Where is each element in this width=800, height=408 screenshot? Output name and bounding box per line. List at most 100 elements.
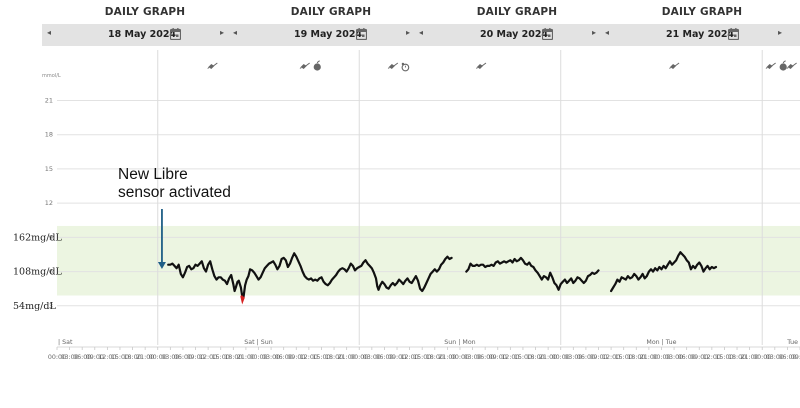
date-label-1: 18 May 2024 [108, 29, 177, 40]
x-tick-label: 15:00 [413, 354, 431, 361]
day-label: Sat | Sun [244, 339, 272, 346]
x-tick-label: 06:00 [174, 354, 192, 361]
apple-stem [316, 60, 320, 64]
x-tick-label: 00:00 [753, 354, 771, 361]
x-tick-label: 00:00 [149, 354, 167, 361]
next-date-icon[interactable]: ▸ [777, 28, 782, 37]
insulin-pen-icon [765, 62, 776, 69]
x-tick-label: 03:00 [766, 354, 784, 361]
pen-body [787, 64, 794, 69]
x-tick-label: 09:00 [690, 354, 708, 361]
panel-title-1: DAILY GRAPH [104, 6, 186, 18]
x-tick-label: 12:00 [401, 354, 419, 361]
annotation-line-2: sensor activated [118, 184, 231, 201]
x-tick-label: 12:00 [501, 354, 519, 361]
next-date-icon[interactable]: ▸ [591, 28, 596, 37]
annotation-arrow-head [157, 262, 166, 269]
x-tick-label: 03:00 [665, 354, 683, 361]
insulin-pen-icon [299, 62, 310, 69]
x-tick-label: 21:00 [136, 354, 154, 361]
pen-needle [792, 62, 797, 67]
x-tick-label: 21:00 [640, 354, 658, 361]
pen-body [476, 64, 483, 69]
x-tick-label: 09:00 [589, 354, 607, 361]
x-tick-label: 18:00 [224, 354, 242, 361]
day-label: Mon | Tue [646, 339, 676, 346]
pen-tip [669, 67, 672, 69]
x-tick-label: 12:00 [98, 354, 116, 361]
x-tick-label: 15:00 [212, 354, 230, 361]
x-tick-label: 03:00 [463, 354, 481, 361]
pen-needle [481, 62, 487, 67]
day-label: | Sat [58, 339, 73, 346]
calendar-icon[interactable] [728, 28, 739, 40]
x-tick-label: 21:00 [539, 354, 557, 361]
pen-needle [393, 62, 399, 67]
prev-date-icon[interactable]: ◂ [47, 28, 52, 37]
next-date-icon[interactable]: ▸ [405, 28, 410, 37]
x-tick-label: 18:00 [627, 354, 645, 361]
x-tick-label: 03:00 [161, 354, 179, 361]
alarm-ring [401, 63, 410, 72]
x-tick-label: 00:00 [552, 354, 570, 361]
x-tick-label: 06:00 [678, 354, 696, 361]
calendar-icon[interactable] [356, 28, 367, 40]
pen-tip [475, 67, 478, 69]
insulin-pen-icon [387, 62, 399, 69]
panel-title-2: DAILY GRAPH [290, 6, 372, 18]
y-tick-label: 15 [45, 165, 53, 173]
calendar-icon[interactable] [170, 28, 181, 40]
day-label: Tue [786, 339, 798, 346]
apple-icon [779, 60, 787, 71]
x-tick-label: 09:00 [86, 354, 104, 361]
x-tick-label: 09:00 [186, 354, 204, 361]
pen-body [766, 64, 773, 69]
x-tick-label: 03:00 [61, 354, 79, 361]
x-tick-label: 18:00 [526, 354, 544, 361]
pen-body [388, 64, 395, 69]
x-tick-label: 15:00 [111, 354, 129, 361]
mg-dl-label: 54mg/dL [13, 301, 56, 312]
x-tick-label: 15:00 [514, 354, 532, 361]
panel-title-4: DAILY GRAPH [661, 6, 743, 18]
pen-body [670, 64, 677, 69]
day-label: Sun | Mon [444, 339, 475, 346]
pen-needle [771, 62, 776, 67]
apple-stem [782, 60, 786, 64]
prev-date-icon[interactable]: ◂ [605, 28, 610, 37]
annotation-line-1: New Libre [118, 166, 188, 183]
x-tick-label: 06:00 [778, 354, 796, 361]
x-tick-label: 21:00 [338, 354, 356, 361]
panel-title-3: DAILY GRAPH [476, 6, 558, 18]
low-glucose-marker [240, 295, 245, 305]
prev-date-icon[interactable]: ◂ [419, 28, 424, 37]
x-tick-label: 12:00 [703, 354, 721, 361]
x-tick-label: 03:00 [363, 354, 381, 361]
alarm-icon [401, 62, 410, 72]
pen-tip [765, 67, 768, 69]
pen-needle [213, 62, 218, 67]
y-tick-label: 12 [45, 199, 53, 207]
x-tick-label: 12:00 [199, 354, 217, 361]
x-tick-label: 09:00 [388, 354, 406, 361]
apple-body [779, 63, 787, 71]
mg-dl-label: 162mg/dL [13, 232, 63, 243]
pen-body [208, 64, 215, 69]
x-tick-label: 06:00 [73, 354, 91, 361]
x-tick-label: 00:00 [249, 354, 267, 361]
date-selector-4: ◂ 21 May 2024 ▸ [600, 24, 786, 46]
pen-needle [674, 62, 680, 67]
next-date-icon[interactable]: ▸ [219, 28, 224, 37]
alarm-bell [401, 62, 405, 66]
x-tick-label: 06:00 [476, 354, 494, 361]
x-tick-label: 00:00 [48, 354, 66, 361]
insulin-pen-icon [669, 62, 680, 69]
date-navigation-bar: ◂ 18 May 2024 ▸ ◂ 19 May 2024 ▸ ◂ 20 May… [42, 24, 800, 46]
mg-dl-label: 108mg/dL [13, 267, 63, 278]
prev-date-icon[interactable]: ◂ [233, 28, 238, 37]
x-tick-label: 21:00 [438, 354, 456, 361]
pen-tip [299, 67, 302, 69]
calendar-icon[interactable] [542, 28, 553, 40]
date-label-2: 19 May 2024 [294, 29, 363, 40]
